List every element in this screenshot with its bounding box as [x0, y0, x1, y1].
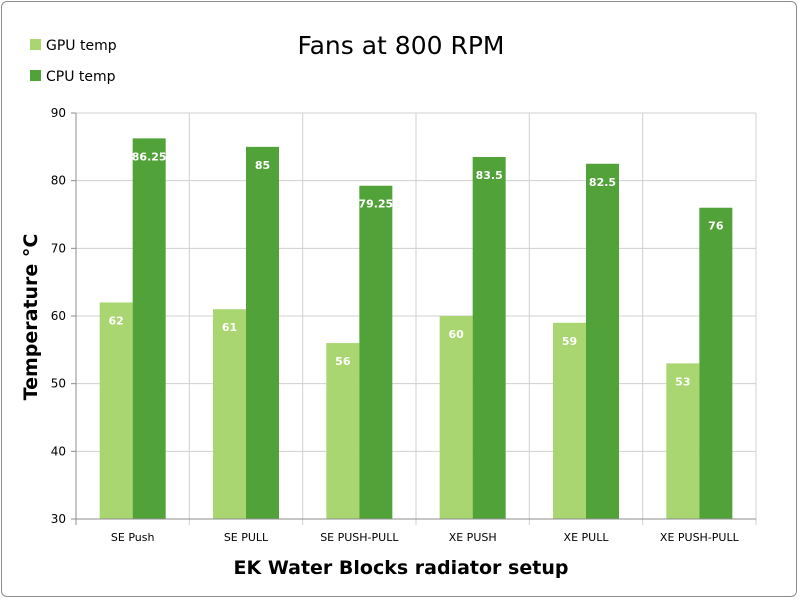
- y-tick-label: 70: [51, 241, 66, 255]
- data-label: 61: [222, 321, 237, 334]
- legend-label-cpu-temp: CPU temp: [46, 69, 116, 85]
- bar-gpu-3: [439, 316, 473, 519]
- data-label: 79.25: [358, 198, 393, 211]
- legend-swatch-gpu-temp: [30, 39, 41, 50]
- x-tick-label: XE PUSH: [449, 531, 497, 544]
- data-label: 60: [449, 328, 465, 341]
- y-axis-ticks: 30 40 50 60 70 80 90: [51, 106, 66, 526]
- data-label: 76: [708, 220, 724, 233]
- bar-gpu-1: [213, 309, 246, 519]
- bar-gpu-5: [666, 363, 700, 519]
- data-label: 82.5: [589, 176, 616, 189]
- bars: [99, 138, 733, 520]
- x-tick-label: XE PULL: [564, 531, 610, 544]
- bar-cpu-1: [246, 146, 279, 520]
- bar-cpu-5: [699, 207, 733, 519]
- data-label: 86.25: [132, 150, 167, 163]
- gridlines: [75, 112, 757, 525]
- bar-gpu-2: [326, 343, 360, 519]
- y-tick-label: 60: [51, 309, 66, 323]
- chart-title: Fans at 800 RPM: [298, 31, 505, 60]
- data-label: 83.5: [476, 169, 503, 182]
- data-label: 62: [109, 314, 124, 327]
- x-axis-ticks: SE Push SE PULL SE PUSH-PULL XE PUSH XE PULL…: [111, 531, 740, 544]
- x-tick-label: XE PUSH-PULL: [660, 531, 740, 544]
- bar-cpu-2: [359, 185, 393, 519]
- bar-cpu-0: [132, 138, 166, 519]
- x-axis-title: EK Water Blocks radiator setup: [234, 557, 569, 579]
- y-tick-label: 30: [51, 512, 66, 526]
- y-tick-label: 80: [51, 174, 66, 188]
- x-tick-label: SE PUSH-PULL: [320, 531, 399, 544]
- legend: GPU temp CPU temp: [30, 38, 117, 85]
- legend-swatch-cpu-temp: [30, 70, 41, 81]
- bar-cpu-3: [472, 156, 506, 519]
- bar-gpu-0: [99, 302, 133, 519]
- data-labels: 62 86.25 61 85 56 79.25 60 83.5 59 82.5 53 76: [109, 150, 724, 388]
- data-label: 56: [335, 355, 351, 368]
- y-tick-label: 50: [51, 377, 66, 391]
- axes: [71, 112, 756, 520]
- data-label: 53: [675, 375, 690, 388]
- x-tick-label: SE PULL: [224, 531, 269, 544]
- bar-gpu-4: [553, 322, 586, 519]
- bar-cpu-4: [586, 163, 619, 519]
- y-tick-label: 40: [51, 444, 66, 458]
- y-axis-title: Temperature °C: [20, 234, 42, 401]
- data-label: 85: [255, 159, 270, 172]
- x-tick-label: SE Push: [111, 531, 155, 544]
- legend-label-gpu-temp: GPU temp: [46, 38, 117, 54]
- data-label: 59: [562, 335, 577, 348]
- y-tick-label: 90: [51, 106, 66, 120]
